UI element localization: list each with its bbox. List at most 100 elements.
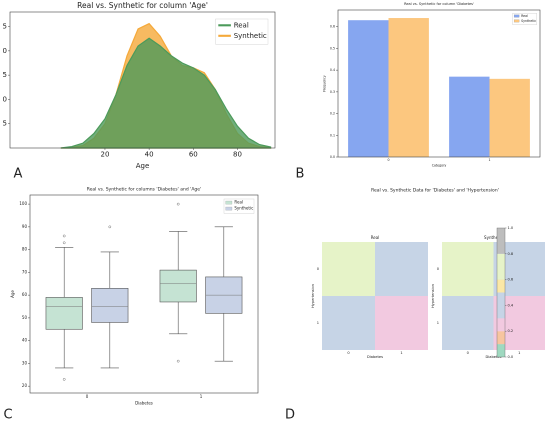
colorbar-tick-label: 0.6 bbox=[508, 278, 514, 282]
y-tick-label: 0 bbox=[317, 267, 320, 271]
x-tick-label: 1 bbox=[200, 394, 203, 399]
colorbar-tick-label: 0.2 bbox=[508, 329, 514, 333]
y-axis-label: Frequency bbox=[323, 75, 327, 92]
y-tick-label: 0.4 bbox=[330, 68, 335, 72]
outlier bbox=[176, 359, 180, 363]
outlier bbox=[62, 234, 66, 238]
colorbar-tick-label: 0.8 bbox=[508, 252, 514, 256]
panel-label: C bbox=[3, 408, 12, 423]
panel-title: Real bbox=[371, 235, 380, 240]
y-tick-label: 60 bbox=[22, 292, 28, 297]
colorbar-frame bbox=[496, 227, 506, 358]
colorbar-segment bbox=[497, 228, 505, 254]
density-area bbox=[60, 37, 272, 149]
x-tick-label: 0 bbox=[86, 394, 89, 399]
box bbox=[159, 269, 197, 303]
bar bbox=[489, 78, 530, 157]
y-axis-label: Hypertension bbox=[311, 284, 315, 308]
y-tick-label: 0.2 bbox=[330, 112, 335, 116]
x-axis-label: Category bbox=[432, 163, 447, 167]
heat-cell bbox=[442, 296, 494, 350]
chart-title: Real vs. Synthetic Data for 'Diabetes' a… bbox=[371, 188, 499, 194]
chart-title: Real vs. Synthetic for columns 'Diabetes… bbox=[87, 187, 202, 193]
colorbar-tick-label: 0.4 bbox=[508, 303, 514, 307]
y-tick-label: 80 bbox=[22, 247, 28, 252]
outlier bbox=[62, 241, 66, 245]
x-tick-label: 20 bbox=[100, 150, 109, 158]
legend-box bbox=[512, 12, 537, 25]
panel-label: A bbox=[14, 167, 23, 182]
bar bbox=[348, 20, 389, 157]
outlier bbox=[62, 378, 66, 381]
y-tick-label: 90 bbox=[22, 224, 28, 229]
colorbar-segment bbox=[497, 292, 505, 319]
y-axis-label: Age bbox=[10, 290, 15, 298]
y-tick-label: 40 bbox=[22, 338, 28, 343]
colorbar-segment bbox=[497, 344, 505, 357]
x-tick-label: 0 bbox=[387, 158, 389, 162]
x-axis-label: Diabetes bbox=[135, 400, 153, 405]
heat-cell bbox=[322, 296, 375, 350]
legend-label: Synthetic bbox=[521, 19, 536, 23]
x-tick-label: 60 bbox=[189, 150, 198, 158]
y-tick-label: 0 bbox=[3, 95, 7, 103]
y-tick-label: 0 bbox=[3, 47, 7, 55]
x-tick-label: 1 bbox=[518, 351, 520, 355]
heat-cell bbox=[375, 242, 428, 296]
legend-label: Real bbox=[521, 14, 528, 18]
colorbar-segment bbox=[497, 318, 505, 332]
chart-title: Real vs. Synthetic for column 'Diabetes' bbox=[404, 2, 474, 6]
legend-box bbox=[215, 18, 269, 45]
heat-cell bbox=[322, 242, 375, 296]
y-tick-label: 70 bbox=[22, 269, 28, 274]
legend-swatch bbox=[513, 14, 520, 18]
box bbox=[91, 288, 129, 323]
y-tick-label: 30 bbox=[22, 360, 28, 365]
panel-label: B bbox=[296, 167, 305, 182]
colorbar-tick-label: 1.0 bbox=[508, 226, 514, 230]
legend-swatch bbox=[513, 19, 520, 23]
plot-frame bbox=[337, 9, 541, 158]
y-tick-label: 5 bbox=[3, 23, 7, 31]
x-axis-label: Age bbox=[136, 162, 150, 170]
box bbox=[45, 297, 83, 330]
y-tick-label: 50 bbox=[22, 315, 28, 320]
x-axis-label: Diabetes bbox=[367, 355, 383, 359]
plot-frame bbox=[9, 11, 276, 149]
colorbar-segment bbox=[497, 279, 505, 293]
y-tick-label: 5 bbox=[3, 71, 7, 79]
plot-frame bbox=[29, 194, 259, 394]
legend-label: Real bbox=[234, 200, 243, 205]
y-tick-label: 0.1 bbox=[330, 133, 335, 137]
y-tick-label: 0 bbox=[437, 267, 440, 271]
y-tick-label: 1 bbox=[317, 321, 319, 325]
legend-label: Real bbox=[234, 21, 249, 29]
chart-title: Real vs. Synthetic for column 'Age' bbox=[77, 1, 208, 10]
bar bbox=[388, 18, 429, 158]
y-tick-label: 0.5 bbox=[330, 46, 335, 50]
y-tick-label: 1 bbox=[437, 321, 439, 325]
y-tick-label: 0.0 bbox=[330, 155, 335, 159]
bar bbox=[449, 76, 490, 157]
colorbar-tick-label: 0.0 bbox=[508, 355, 514, 359]
y-tick-label: 0.6 bbox=[330, 25, 335, 29]
heat-cell bbox=[375, 296, 428, 350]
x-tick-label: 1 bbox=[400, 351, 402, 355]
legend-swatch bbox=[225, 200, 233, 205]
panel-title: Synthetic bbox=[484, 235, 503, 240]
outlier bbox=[176, 202, 180, 206]
colorbar-segment bbox=[497, 331, 505, 345]
x-tick-label: 1 bbox=[488, 158, 490, 162]
outlier bbox=[108, 225, 112, 229]
legend-swatch bbox=[225, 206, 233, 211]
legend-label: Synthetic bbox=[234, 32, 267, 40]
x-axis-label: Diabetes bbox=[486, 355, 502, 359]
heat-cell bbox=[442, 242, 494, 296]
legend-label: Synthetic bbox=[234, 206, 253, 211]
y-tick-label: 0.3 bbox=[330, 90, 335, 94]
x-tick-label: 40 bbox=[145, 150, 154, 158]
x-tick-label: 0 bbox=[467, 351, 470, 355]
y-tick-label: 100 bbox=[19, 201, 27, 206]
y-tick-label: 5 bbox=[3, 120, 7, 128]
